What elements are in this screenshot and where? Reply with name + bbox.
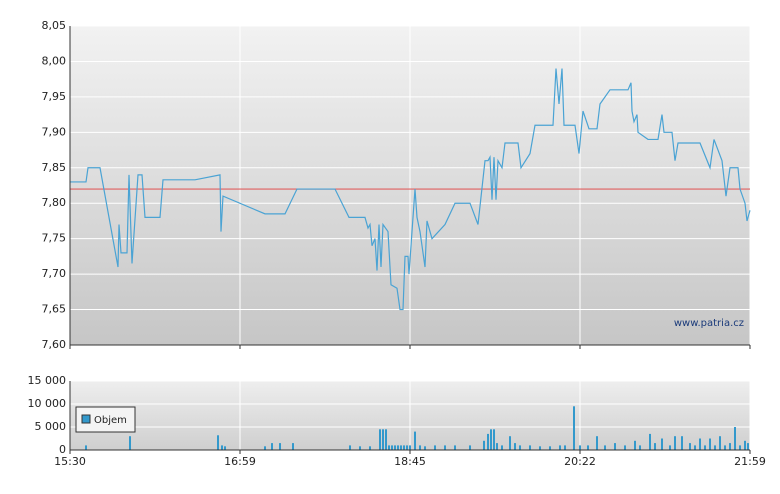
volume-bar: [424, 446, 426, 450]
y-tick-label: 7,90: [42, 125, 67, 138]
y-tick-label: 7,60: [42, 338, 67, 351]
volume-bar: [382, 429, 384, 450]
volume-bar: [388, 445, 390, 450]
volume-bar: [519, 445, 521, 450]
volume-bar: [704, 445, 706, 450]
volume-bar: [549, 446, 551, 450]
y-tick-label: 10 000: [28, 397, 67, 410]
volume-bar: [654, 443, 656, 450]
volume-bar: [634, 440, 636, 450]
volume-bar: [501, 445, 503, 450]
volume-bar: [573, 406, 575, 450]
volume-bar: [483, 440, 485, 450]
volume-bar: [564, 445, 566, 450]
volume-bar: [400, 445, 402, 450]
volume-bar: [649, 433, 651, 450]
price-line: [70, 68, 751, 311]
volume-bar: [734, 427, 736, 450]
y-tick-label: 7,85: [42, 161, 67, 174]
volume-bar: [419, 445, 421, 450]
volume-bar: [514, 443, 516, 450]
volume-bar: [469, 445, 471, 450]
y-tick-label: 8,05: [42, 19, 67, 32]
volume-bar: [454, 445, 456, 450]
volume-bar: [379, 429, 381, 450]
y-tick-label: 0: [59, 443, 66, 456]
volume-bar: [391, 445, 393, 450]
volume-bar: [414, 431, 416, 450]
legend-label: Objem: [94, 415, 127, 426]
watermark: www.patria.cz: [674, 318, 744, 329]
volume-bar: [490, 429, 492, 450]
volume-bar: [724, 445, 726, 450]
volume-bar: [85, 445, 87, 450]
volume-bar: [604, 445, 606, 450]
volume-bar: [217, 435, 219, 450]
volume-bar: [669, 445, 671, 450]
volume-bar: [714, 445, 716, 450]
y-tick-label: 8,00: [42, 54, 67, 67]
volume-bar: [529, 445, 531, 450]
volume-bar: [509, 436, 511, 450]
volume-bar: [729, 443, 731, 450]
volume-bar: [434, 445, 436, 450]
volume-bar: [539, 446, 541, 450]
volume-bar: [689, 443, 691, 450]
x-tick-label: 18:45: [394, 455, 426, 468]
volume-bar: [271, 443, 273, 450]
volume-bar: [279, 443, 281, 450]
volume-bar: [624, 445, 626, 450]
y-tick-label: 7,70: [42, 267, 67, 280]
volume-bar: [579, 445, 581, 450]
volume-bar: [596, 436, 598, 450]
volume-bar: [744, 440, 746, 450]
y-tick-label: 5 000: [35, 420, 67, 433]
volume-bar: [747, 443, 749, 450]
volume-bar: [444, 445, 446, 450]
y-tick-label: 7,95: [42, 90, 67, 103]
volume-bar: [699, 438, 701, 450]
volume-bar: [694, 445, 696, 450]
volume-bar: [487, 433, 489, 450]
volume-bar: [661, 438, 663, 450]
volume-bar: [264, 446, 266, 450]
volume-bar: [349, 445, 351, 450]
volume-bar: [681, 436, 683, 450]
volume-bar: [292, 443, 294, 450]
volume-bar: [674, 436, 676, 450]
volume-bar: [559, 445, 561, 450]
volume-bar: [397, 445, 399, 450]
volume-bar: [369, 446, 371, 450]
volume-bar: [709, 438, 711, 450]
volume-bar: [719, 436, 721, 450]
volume-bar: [409, 445, 411, 450]
volume-bar: [129, 436, 131, 450]
volume-bar: [639, 445, 641, 450]
volume-bar: [614, 443, 616, 450]
volume-bar: [587, 445, 589, 450]
y-tick-label: 7,80: [42, 196, 67, 209]
volume-bar: [493, 429, 495, 450]
legend-swatch: [81, 414, 91, 424]
x-tick-label: 16:59: [224, 455, 256, 468]
y-tick-label: 7,75: [42, 232, 67, 245]
y-tick-label: 7,65: [42, 303, 67, 316]
volume-bar: [403, 445, 405, 450]
y-tick-label: 15 000: [28, 374, 67, 387]
volume-bar: [394, 445, 396, 450]
x-tick-label: 15:30: [54, 455, 86, 468]
volume-bar: [739, 445, 741, 450]
volume-bar: [224, 446, 226, 450]
x-tick-label: 20:22: [564, 455, 596, 468]
volume-bar: [406, 445, 408, 450]
volume-bar: [359, 446, 361, 450]
volume-bar: [221, 445, 223, 450]
volume-bar: [385, 429, 387, 450]
volume-bar: [496, 443, 498, 450]
x-tick-label: 21:59: [734, 455, 766, 468]
